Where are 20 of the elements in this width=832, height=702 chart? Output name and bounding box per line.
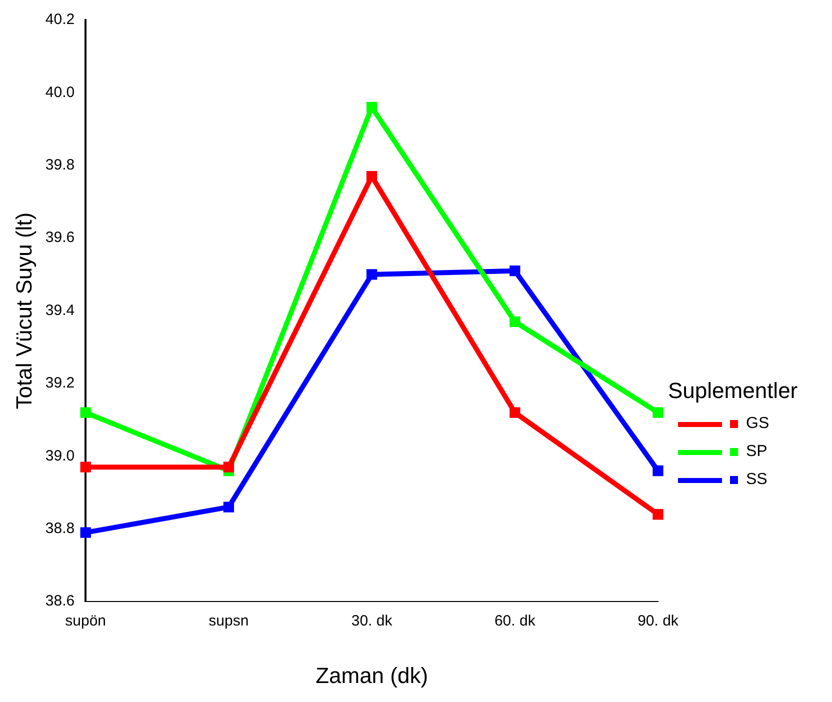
legend-label: GS <box>746 415 770 433</box>
y-tick-label: 39.4 <box>45 302 75 319</box>
legend-label: SP <box>746 443 768 461</box>
legend-title: Suplementler <box>668 378 798 404</box>
x-tick-label: supön <box>65 612 106 630</box>
x-axis-title: Zaman (dk) <box>316 662 428 688</box>
y-tick-label: 39.6 <box>45 229 75 246</box>
y-tick-label: 40.0 <box>45 84 75 101</box>
y-tick-label: 39.2 <box>45 374 75 392</box>
x-tick-label: supsn <box>208 612 249 630</box>
x-tick-label: 60. dk <box>494 612 536 630</box>
legend-label: SS <box>746 471 768 489</box>
y-tick-label: 39.8 <box>45 156 75 174</box>
y-axis-title: Total Vücut Suyu (lt) <box>11 212 36 410</box>
y-tick-label: 40.2 <box>45 11 75 28</box>
y-tick-label: 39.0 <box>45 447 75 464</box>
y-tick-label: 38.8 <box>45 520 75 538</box>
x-tick-label: 90. dk <box>638 612 679 630</box>
x-tick-label: 30. dk <box>351 612 393 630</box>
y-tick-label: 38.6 <box>45 592 75 610</box>
